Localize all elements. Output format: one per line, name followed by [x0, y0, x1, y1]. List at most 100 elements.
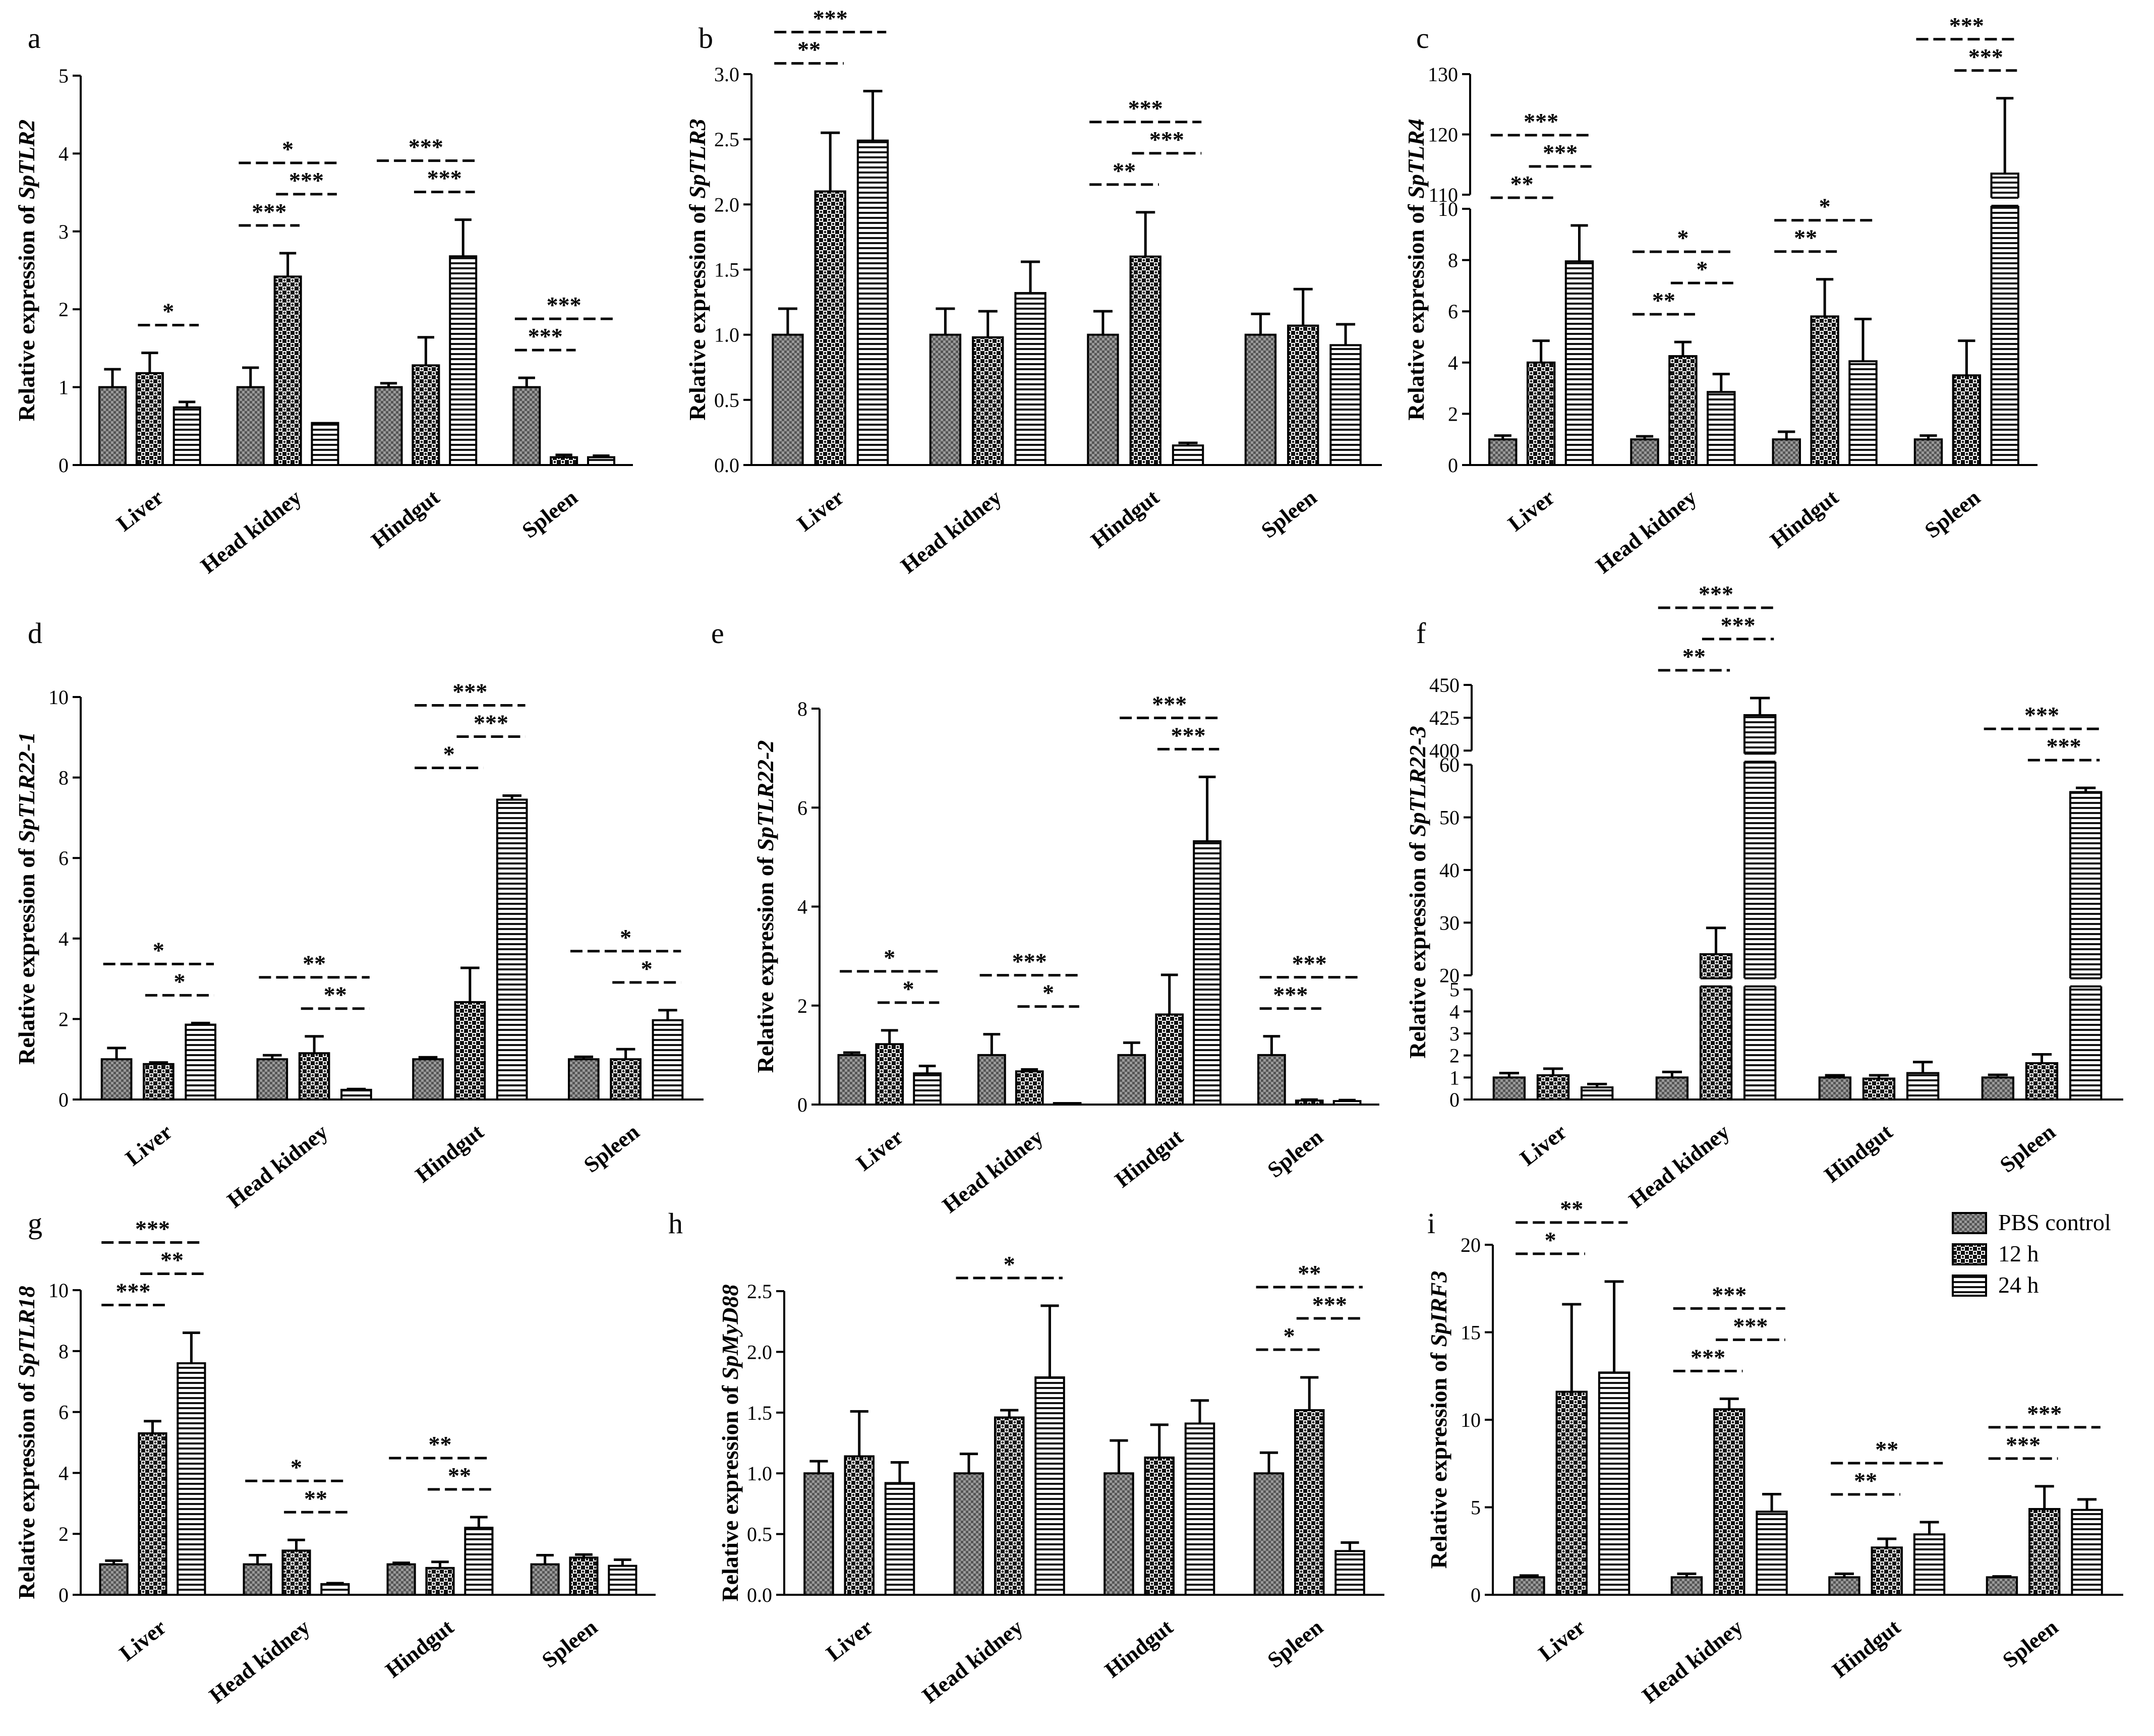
significance-label: *** — [427, 165, 462, 191]
y-tick-label: 3 — [59, 220, 69, 243]
y-tick-label: 60 — [1439, 754, 1460, 776]
panel-a: a 0 1 2 3 4 5 Relative expression of SpTLR2 Live… — [14, 22, 633, 578]
y-tick-label: 10 — [1438, 198, 1458, 220]
y-tick-label: 15 — [1461, 1321, 1481, 1344]
bar-b-3-1 — [1287, 324, 1319, 466]
bar-i-2-0 — [1828, 1576, 1860, 1596]
bar-g-1-1 — [281, 1549, 311, 1596]
bar-g-2-0 — [386, 1563, 416, 1596]
bar-d-0-2 — [185, 1023, 217, 1101]
bar-e-1-1 — [1015, 1070, 1044, 1106]
bar-i-2-2 — [1913, 1533, 1946, 1596]
bar-f-2-2 — [1906, 1072, 1940, 1101]
y-label-prefix: Relative expression of — [684, 199, 710, 421]
y-tick-label: 0 — [1448, 454, 1458, 477]
panel-letter: a — [28, 22, 41, 54]
y-label-gene: SpTLR18 — [14, 1286, 39, 1377]
bar-b-0-1 — [814, 190, 846, 466]
x-tick-label: Spleen — [1998, 1614, 2062, 1672]
significance-label: *** — [116, 1279, 151, 1304]
significance-label: * — [903, 976, 914, 1002]
y-tick-label: 40 — [1439, 859, 1460, 882]
bar-c-3-0 — [1913, 438, 1943, 466]
bar-c-3-1 — [1952, 374, 1982, 466]
y-tick-label: 50 — [1439, 806, 1460, 829]
significance-label: *** — [2047, 733, 2081, 759]
bar-a-1-1 — [273, 275, 302, 466]
bar-break — [1698, 978, 1734, 987]
y-axis-label: Relative expression of SpTLR22-1 — [14, 732, 39, 1065]
legend-label: PBS control — [1998, 1209, 2111, 1235]
x-tick-label: Head kidney — [917, 1614, 1027, 1708]
bar-b-3-0 — [1244, 333, 1277, 467]
significance-label: * — [1677, 225, 1689, 251]
significance-label: * — [1004, 1251, 1015, 1277]
y-tick-label: 2.5 — [747, 1280, 772, 1303]
significance-label: *** — [1524, 108, 1558, 134]
bar-h-0-1 — [844, 1455, 875, 1596]
x-tick-label: Liver — [121, 1119, 177, 1171]
y-label-gene: SpTLR3 — [684, 119, 710, 198]
bar-e-3-1 — [1295, 1100, 1324, 1106]
y-tick-label: 0 — [59, 1088, 69, 1111]
x-tick-label: Head kidney — [938, 1124, 1047, 1218]
y-tick-label: 2.5 — [714, 128, 739, 151]
y-tick-label: 8 — [59, 1340, 69, 1363]
bar-d-0-1 — [143, 1063, 174, 1101]
significance-label: * — [443, 741, 455, 767]
y-label-prefix: Relative expression of — [14, 199, 39, 421]
x-tick-label: Hindgut — [367, 485, 444, 553]
bar-d-3-0 — [567, 1058, 600, 1101]
y-tick-label: 110 — [1428, 184, 1458, 206]
significance-label: ** — [1113, 158, 1136, 184]
y-tick-label: 2 — [59, 1523, 69, 1545]
y-label-prefix: Relative expression of — [1403, 199, 1429, 421]
y-tick-label: 4 — [797, 896, 807, 918]
y-tick-label: 2.0 — [714, 193, 739, 216]
y-tick-label: 3.0 — [714, 63, 739, 86]
bar-h-2-2 — [1184, 1422, 1215, 1596]
significance-label: * — [1819, 194, 1831, 219]
significance-label: * — [174, 968, 186, 994]
x-tick-label: Head kidney — [896, 485, 1006, 578]
bar-i-2-1 — [1871, 1546, 1903, 1596]
y-tick-label: 0 — [1471, 1584, 1481, 1606]
bar-c-2-1 — [1810, 315, 1839, 466]
y-tick-label: 4 — [1449, 1000, 1460, 1023]
bar-e-0-1 — [875, 1043, 904, 1106]
bar-h-1-0 — [953, 1472, 984, 1596]
bar-d-2-0 — [412, 1058, 444, 1101]
bar-a-1-0 — [236, 386, 265, 466]
bar-a-3-0 — [512, 386, 541, 466]
y-label-prefix: Relative expression of — [752, 851, 778, 1073]
y-axis-label: Relative expression of SpTLR2 — [14, 120, 39, 421]
bar-break — [1742, 978, 1778, 987]
y-tick-label: 0.0 — [747, 1584, 772, 1606]
significance-label: * — [884, 945, 895, 970]
bar-g-3-0 — [530, 1563, 560, 1596]
bar-h-3-0 — [1253, 1472, 1285, 1596]
significance-label: *** — [1171, 722, 1206, 748]
y-tick-label: 6 — [59, 847, 69, 870]
x-tick-label: Spleen — [1263, 1124, 1327, 1182]
bar-h-1-1 — [994, 1416, 1025, 1596]
y-axis-label: Relative expression of SpTLR22-3 — [1405, 726, 1430, 1059]
y-tick-label: 1.5 — [714, 259, 739, 281]
bar-f-0-0 — [1492, 1076, 1526, 1101]
significance-label: ** — [1682, 644, 1706, 669]
significance-label: *** — [1712, 1282, 1747, 1307]
x-tick-label: Spleen — [517, 485, 582, 543]
y-tick-label: 0.5 — [747, 1523, 772, 1546]
bar-h-1-2 — [1034, 1376, 1065, 1596]
bar-d-1-0 — [256, 1058, 288, 1101]
significance-label: ** — [1560, 1196, 1583, 1222]
significance-label: *** — [1949, 13, 1984, 38]
significance-label: * — [1696, 256, 1708, 282]
bar-d-2-1 — [454, 1001, 486, 1101]
significance-label: ** — [797, 37, 821, 63]
y-tick-label: 0 — [59, 1584, 69, 1606]
x-tick-label: Hindgut — [1828, 1614, 1905, 1683]
bar-break — [1989, 198, 2020, 206]
bar-h-3-2 — [1334, 1550, 1365, 1596]
